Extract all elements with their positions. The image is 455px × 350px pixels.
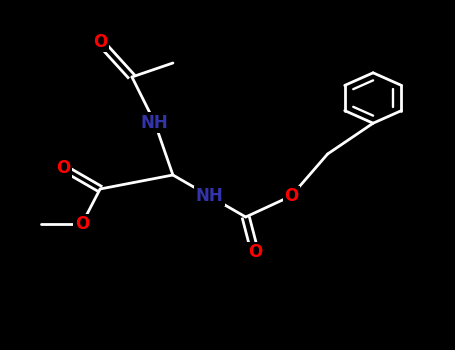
Text: NH: NH bbox=[196, 187, 223, 205]
Text: O: O bbox=[56, 159, 71, 177]
Text: O: O bbox=[248, 243, 262, 261]
Text: O: O bbox=[93, 33, 107, 51]
Text: O: O bbox=[75, 215, 89, 233]
Text: NH: NH bbox=[141, 113, 168, 132]
Text: O: O bbox=[284, 187, 298, 205]
